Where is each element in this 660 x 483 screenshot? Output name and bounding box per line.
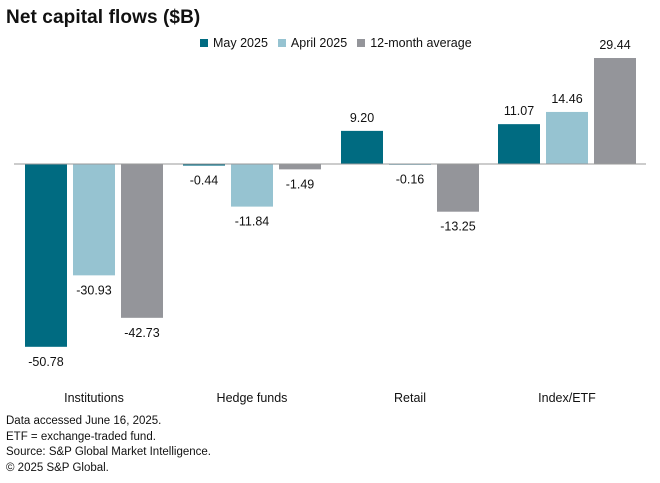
category-label-institutions: Institutions [64,391,124,405]
value-label-hedge-funds-12-month-average: -1.49 [286,177,315,191]
legend-item-may-2025: May 2025 [200,36,268,50]
value-label-hedge-funds-april-2025: -11.84 [235,215,270,229]
value-label-institutions-may-2025: -50.78 [28,355,63,369]
legend-swatch-may-2025 [200,39,208,47]
value-label-index-etf-12-month-average: 29.44 [599,38,630,52]
bar-retail-12-month-average [437,164,479,212]
bar-retail-may-2025 [341,130,383,164]
bar-hedge-funds-april-2025 [231,164,273,207]
value-label-institutions-12-month-average: -42.73 [124,326,159,340]
note-etf-definition: ETF = exchange-traded fund. [6,430,156,443]
legend-swatch-april-2025 [277,39,286,47]
bar-index-etf-may-2025 [498,124,540,164]
legend-label-may-2025: May 2025 [213,36,268,50]
value-label-retail-12-month-average: -13.25 [440,220,475,234]
legend: May 2025 April 2025 12-month average [200,36,472,50]
legend-item-12-month-average: 12-month average [357,36,472,50]
category-label-index-etf: Index/ETF [538,391,596,405]
bar-institutions-may-2025 [25,164,67,347]
value-label-retail-april-2025: -0.16 [396,173,425,187]
bar-hedge-funds-may-2025 [183,164,225,166]
value-label-institutions-april-2025: -30.93 [76,283,111,297]
chart-notes: Data accessed June 16, 2025. ETF = excha… [6,414,211,476]
legend-label-april-2025: April 2025 [290,36,348,50]
bar-index-etf-april-2025 [546,111,588,164]
note-data-accessed: Data accessed June 16, 2025. [6,415,162,427]
chart-title: Net capital flows ($B) [6,7,201,28]
bar-institutions-12-month-average [121,164,163,318]
category-label-retail: Retail [394,391,426,405]
note-source: Source: S&P Global Market Intelligence. [6,446,211,458]
bar-hedge-funds-12-month-average [279,164,321,170]
value-label-retail-may-2025: 9.20 [350,111,374,125]
legend-label-12-month-average: 12-month average [370,36,472,50]
value-label-index-etf-may-2025: 11.07 [504,104,534,118]
legend-item-april-2025: April 2025 [277,36,348,50]
value-label-index-etf-april-2025: 14.46 [551,92,582,106]
bar-index-etf-12-month-average [594,58,636,164]
value-label-hedge-funds-may-2025: -0.44 [190,174,219,188]
category-label-hedge-funds: Hedge funds [217,391,288,405]
note-copyright: © 2025 S&P Global. [6,461,109,474]
bar-institutions-april-2025 [73,164,115,276]
legend-swatch-12-month-average [357,39,366,47]
